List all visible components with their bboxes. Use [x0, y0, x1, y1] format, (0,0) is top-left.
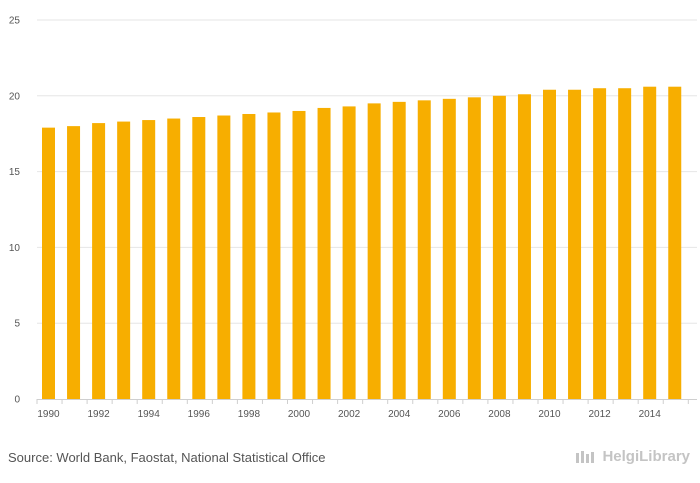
bar [392, 101, 406, 400]
bar [117, 121, 131, 399]
bar [568, 89, 582, 400]
x-axis: 1990 1992 1994 1996 1998 2000 2002 2004 2006 2008… [36, 399, 697, 420]
x-tick-label: 2004 [388, 409, 411, 420]
bar [267, 112, 281, 399]
bar [517, 94, 531, 399]
x-tick-label: 1990 [37, 409, 60, 420]
x-tick-label: 1994 [138, 409, 161, 420]
y-tick-label: 20 [9, 91, 21, 102]
x-tick-label: 2000 [288, 409, 311, 420]
bar [92, 123, 106, 399]
x-tick-label: 2014 [639, 409, 662, 420]
bar [492, 95, 506, 400]
bar [317, 107, 331, 400]
x-tick-label: 2006 [438, 409, 461, 420]
y-tick-label: 25 [9, 16, 21, 27]
bar [467, 97, 481, 399]
bar-chart: 1990 1992 1994 1996 1998 2000 2002 2004 2006 2008… [9, 16, 697, 420]
library-icon [576, 450, 595, 463]
bars [42, 86, 682, 400]
x-tick-label: 2008 [488, 409, 511, 420]
y-tick-label: 0 [14, 395, 20, 406]
bar [442, 98, 456, 399]
footer: Source: World Bank, Faostat, National St… [0, 440, 700, 483]
bar [668, 86, 682, 399]
bar [643, 86, 657, 399]
bar [242, 113, 256, 400]
bar [543, 89, 556, 400]
source-note: Source: World Bank, Faostat, National St… [8, 450, 326, 465]
bar [42, 127, 55, 399]
brand-logo[interactable]: HelgiLibrary [575, 448, 690, 465]
bar [142, 120, 156, 399]
y-tick-label: 5 [14, 319, 20, 330]
bar [342, 106, 356, 399]
bar [192, 117, 206, 400]
bar [367, 103, 381, 399]
x-tick-label: 2010 [538, 409, 561, 420]
bar [292, 110, 306, 400]
bar [417, 100, 431, 399]
bar [618, 88, 632, 399]
x-tick-label: 2002 [338, 409, 361, 420]
x-tick-label: 1998 [238, 409, 261, 420]
chart-area: 1990 1992 1994 1996 1998 2000 2002 2004 2006 2008… [9, 16, 697, 420]
bar [67, 126, 81, 400]
y-tick-label: 10 [9, 243, 21, 254]
bar [167, 118, 181, 399]
x-tick-label: 1992 [87, 409, 110, 420]
x-tick-label: 1996 [188, 409, 211, 420]
brand-name: HelgiLibrary [602, 448, 690, 465]
bar [217, 115, 231, 399]
y-axis-labels: 0 5 10 15 20 25 [9, 16, 21, 406]
y-tick-label: 15 [9, 167, 21, 178]
x-tick-label: 2012 [588, 409, 611, 420]
bar [593, 88, 607, 399]
